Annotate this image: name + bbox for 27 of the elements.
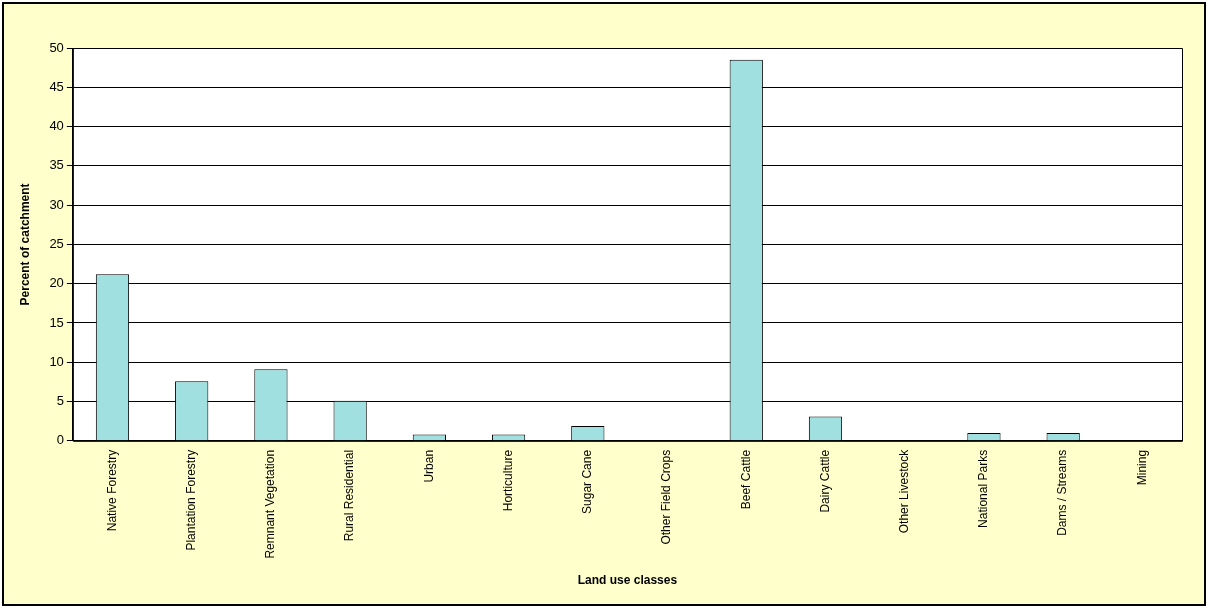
y-tick-label: 5 xyxy=(56,393,64,409)
x-tick-label: Dairy Cattle xyxy=(817,449,832,513)
x-tick-label: Urban xyxy=(421,449,436,483)
y-tick-label: 40 xyxy=(49,118,64,134)
y-tick-label: 20 xyxy=(49,275,64,291)
x-tick-label: Other Field Crops xyxy=(659,449,674,545)
x-tick-label: Horticulture xyxy=(500,449,515,512)
y-tick-label: 50 xyxy=(49,39,64,55)
y-tick-label: 30 xyxy=(49,196,64,212)
x-tick-label: Mining xyxy=(1134,449,1149,486)
y-tick-label: 10 xyxy=(49,353,64,369)
y-tick-label: 15 xyxy=(49,314,64,330)
x-tick-label: Sugar Cane xyxy=(580,449,595,514)
x-tick-label: Other Livestock xyxy=(897,448,912,534)
x-tick-label: National Parks xyxy=(976,449,991,528)
x-tick-label: Dams / Streams xyxy=(1055,449,1070,536)
x-tick-label: Remnant Vegetation xyxy=(263,449,278,559)
x-tick-label: Beef Cattle xyxy=(738,449,753,510)
x-tick-label: Native Forestry xyxy=(104,449,119,532)
x-axis-title: Land use classes xyxy=(577,573,678,588)
y-tick-label: 0 xyxy=(56,432,64,448)
x-tick-label: Rural Residential xyxy=(342,449,357,542)
y-tick-label: 45 xyxy=(49,78,64,94)
y-tick-label: 35 xyxy=(49,157,64,173)
y-tick-label: 25 xyxy=(49,236,64,252)
y-axis-title: Percent of catchment xyxy=(17,183,32,306)
x-tick-label: Plantation Forestry xyxy=(184,449,199,551)
